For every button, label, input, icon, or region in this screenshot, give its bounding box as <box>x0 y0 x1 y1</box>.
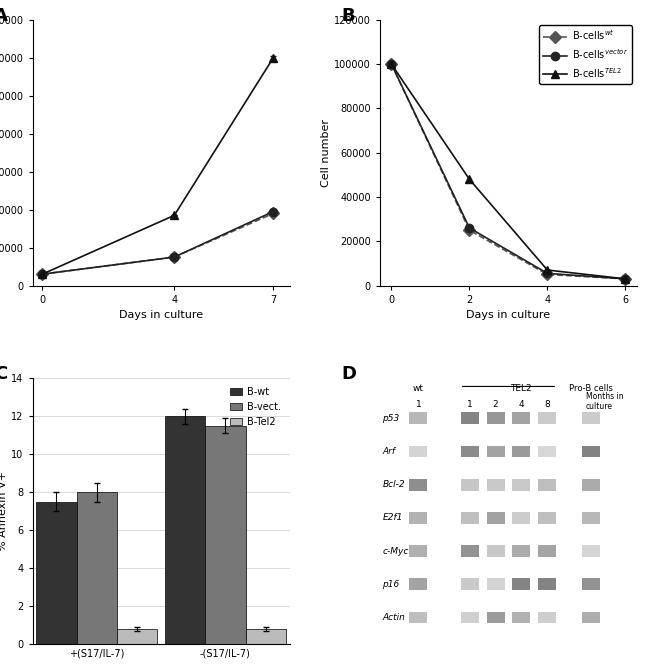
FancyBboxPatch shape <box>538 545 556 557</box>
FancyBboxPatch shape <box>512 479 530 491</box>
FancyBboxPatch shape <box>512 512 530 524</box>
FancyBboxPatch shape <box>461 612 479 623</box>
FancyBboxPatch shape <box>512 612 530 623</box>
FancyBboxPatch shape <box>582 612 600 623</box>
FancyBboxPatch shape <box>410 545 427 557</box>
FancyBboxPatch shape <box>538 412 556 424</box>
Text: c-Myc: c-Myc <box>382 546 409 556</box>
Text: Bcl-2: Bcl-2 <box>382 480 405 489</box>
FancyBboxPatch shape <box>486 446 504 457</box>
FancyBboxPatch shape <box>582 578 600 590</box>
Bar <box>246 629 286 644</box>
FancyBboxPatch shape <box>410 479 427 491</box>
FancyBboxPatch shape <box>410 578 427 590</box>
FancyBboxPatch shape <box>582 446 600 457</box>
Text: TEL2: TEL2 <box>510 384 532 393</box>
FancyBboxPatch shape <box>538 578 556 590</box>
FancyBboxPatch shape <box>582 412 600 424</box>
Text: p53: p53 <box>382 414 400 423</box>
FancyBboxPatch shape <box>486 612 504 623</box>
FancyBboxPatch shape <box>486 412 504 424</box>
Text: 8: 8 <box>544 400 550 409</box>
FancyBboxPatch shape <box>486 578 504 590</box>
Text: E2f1: E2f1 <box>382 513 403 523</box>
Text: 1: 1 <box>415 400 421 409</box>
Text: Pro-B cells: Pro-B cells <box>569 384 613 393</box>
FancyBboxPatch shape <box>461 578 479 590</box>
FancyBboxPatch shape <box>512 578 530 590</box>
Text: D: D <box>341 365 356 383</box>
Text: 2: 2 <box>493 400 499 409</box>
Text: Arf: Arf <box>382 447 395 456</box>
FancyBboxPatch shape <box>486 479 504 491</box>
FancyBboxPatch shape <box>538 479 556 491</box>
Bar <box>205 426 246 644</box>
Text: C: C <box>0 365 7 383</box>
X-axis label: Days in culture: Days in culture <box>466 310 551 320</box>
Text: A: A <box>0 7 8 25</box>
Text: Months in
culture: Months in culture <box>586 392 623 411</box>
FancyBboxPatch shape <box>410 612 427 623</box>
Text: wt: wt <box>413 384 424 393</box>
Text: B: B <box>341 7 355 25</box>
Y-axis label: Cell number: Cell number <box>321 119 331 187</box>
Bar <box>165 416 205 644</box>
FancyBboxPatch shape <box>582 545 600 557</box>
FancyBboxPatch shape <box>582 479 600 491</box>
FancyBboxPatch shape <box>512 446 530 457</box>
Bar <box>117 629 157 644</box>
Text: Actin: Actin <box>382 613 405 622</box>
FancyBboxPatch shape <box>538 612 556 623</box>
Bar <box>77 492 117 644</box>
Text: 1: 1 <box>467 400 473 409</box>
FancyBboxPatch shape <box>410 446 427 457</box>
FancyBboxPatch shape <box>486 545 504 557</box>
FancyBboxPatch shape <box>538 512 556 524</box>
FancyBboxPatch shape <box>538 446 556 457</box>
X-axis label: Days in culture: Days in culture <box>119 310 203 320</box>
FancyBboxPatch shape <box>582 512 600 524</box>
Text: p16: p16 <box>382 580 400 589</box>
FancyBboxPatch shape <box>410 512 427 524</box>
Y-axis label: % Annexin V+: % Annexin V+ <box>0 471 8 551</box>
Bar <box>36 502 77 644</box>
FancyBboxPatch shape <box>486 512 504 524</box>
Legend: B-wt, B-vect., B-Tel2: B-wt, B-vect., B-Tel2 <box>227 383 285 431</box>
FancyBboxPatch shape <box>461 545 479 557</box>
FancyBboxPatch shape <box>512 545 530 557</box>
FancyBboxPatch shape <box>461 512 479 524</box>
FancyBboxPatch shape <box>461 446 479 457</box>
Text: 4: 4 <box>519 400 524 409</box>
FancyBboxPatch shape <box>512 412 530 424</box>
FancyBboxPatch shape <box>461 479 479 491</box>
Legend: B-cells$^{wt}$, B-cells$^{vector}$, B-cells$^{TEL2}$: B-cells$^{wt}$, B-cells$^{vector}$, B-ce… <box>539 25 632 84</box>
FancyBboxPatch shape <box>410 412 427 424</box>
FancyBboxPatch shape <box>461 412 479 424</box>
